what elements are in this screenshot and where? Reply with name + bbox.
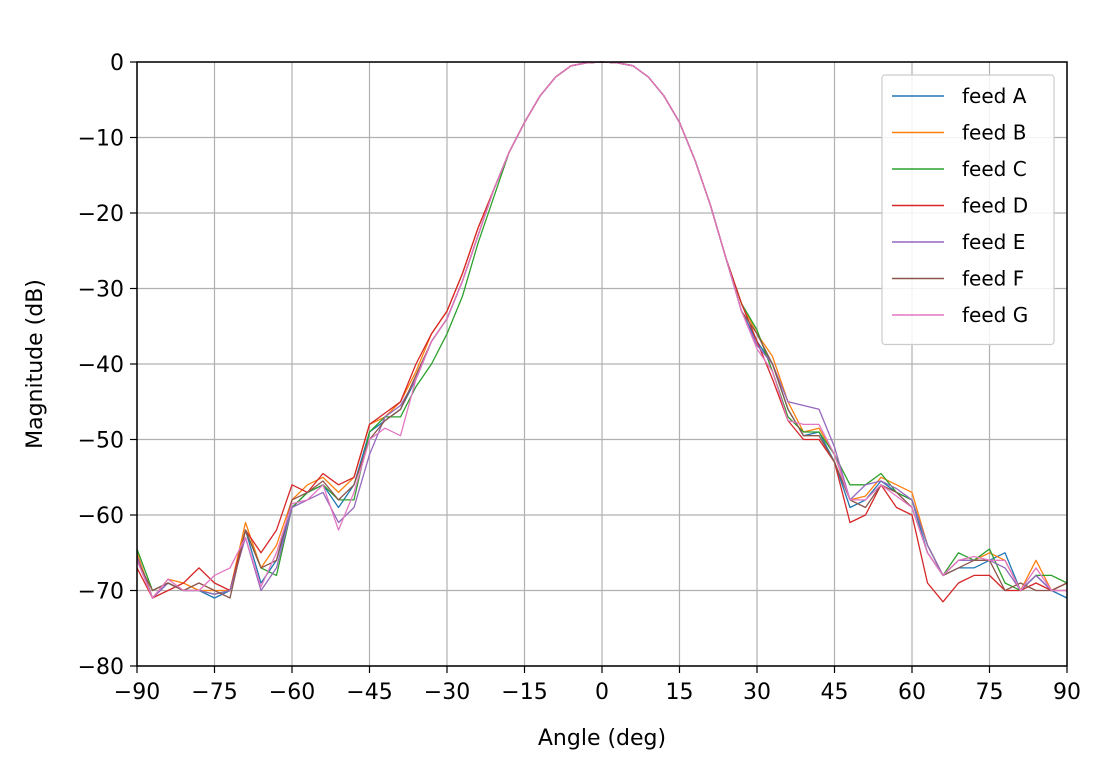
legend-box [881,74,1055,346]
legend-label: feed F [962,267,1024,291]
y-axis-label: Magnitude (dB) [23,279,48,449]
y-tick-label: −30 [78,278,124,303]
legend-label: feed E [962,230,1025,254]
x-tick-label: 30 [743,680,771,705]
y-tick-label: 0 [110,51,124,76]
legend-label: feed C [962,157,1027,181]
x-tick-label: 15 [666,680,694,705]
y-tick-label: −40 [78,353,124,378]
y-tick-label: −80 [78,655,124,680]
x-tick-label: 60 [898,680,926,705]
x-tick-label: −90 [114,680,160,705]
x-tick-label: −30 [424,680,470,705]
x-tick-label: −15 [501,680,547,705]
x-tick-label: 75 [976,680,1004,705]
x-tick-label: 90 [1053,680,1081,705]
y-tick-label: −20 [78,202,124,227]
legend-label: feed G [962,303,1028,327]
x-tick-label: −60 [269,680,315,705]
legend-label: feed A [962,84,1027,108]
legend-label: feed D [962,194,1028,218]
x-tick-label: −75 [191,680,237,705]
legend-label: feed B [962,121,1026,145]
legend: feed A feed B feed C feed D feed E feed F feed… [881,74,1055,346]
x-tick-label: 0 [595,680,609,705]
x-tick-label: 45 [821,680,849,705]
y-tick-label: −60 [78,504,124,529]
x-tick-label: −45 [346,680,392,705]
y-tick-label: −70 [78,580,124,605]
y-tick-label: −50 [78,429,124,454]
x-axis-label: Angle (deg) [538,726,666,751]
axis-ticks: −90 −75 −60 −45 −30 −15 0 15 30 45 60 75 90 0 −10 −20 −3… [78,51,1081,705]
y-tick-label: −10 [78,127,124,152]
